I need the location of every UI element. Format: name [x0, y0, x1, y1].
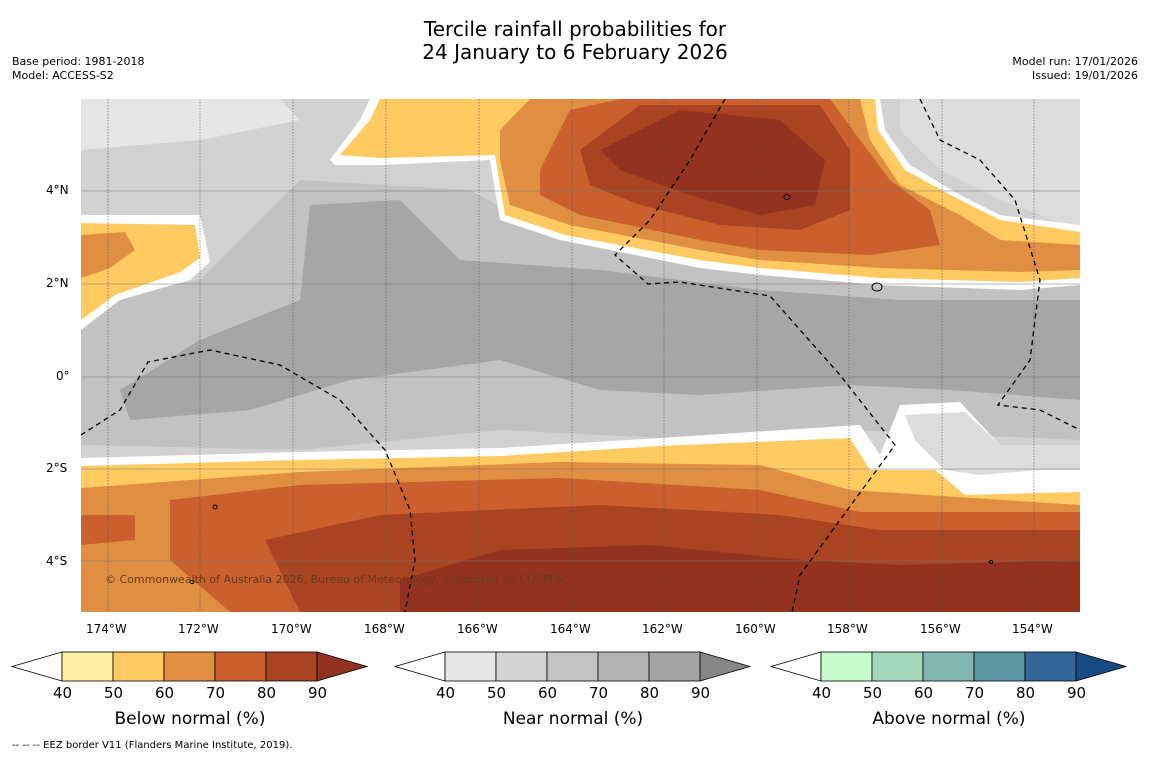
colorbar-below-segment [163, 651, 216, 682]
colorbar-below-tick-label: 90 [308, 684, 328, 702]
colorbar-below-right-cap [316, 651, 369, 682]
copyright-notice: © Commonwealth of Australia 2026, Bureau… [105, 573, 569, 586]
colorbar-title-near: Near normal (%) [502, 709, 644, 729]
meta-right: Model run: 17/01/2026 Issued: 19/01/2026 [1012, 55, 1138, 83]
colorbar-above-segment [820, 651, 873, 682]
colorbar-below-tick-label: 40 [53, 684, 73, 702]
eez-footnote: -- -- -- EEZ border V11 (Flanders Marine… [12, 740, 293, 751]
near-normal-70-band [120, 200, 1080, 420]
colorbar-above-tick-label: 50 [863, 684, 883, 702]
lon-label-160w: 160°W [735, 622, 776, 636]
title-line-2: 24 January to 6 February 2026 [422, 40, 728, 64]
near-normal-notch [905, 412, 1080, 475]
lat-label-0: 0° [56, 369, 70, 383]
model-name: Model: ACCESS-S2 [12, 69, 114, 82]
colorbar-near-right-cap [699, 651, 752, 682]
issued-date: Issued: 19/01/2026 [1031, 69, 1138, 82]
map-title: Tercile rainfall probabilities for 24 Ja… [0, 18, 1150, 64]
colorbar-near-segment [597, 651, 650, 682]
meta-left: Base period: 1981-2018 Model: ACCESS-S2 [12, 55, 144, 83]
lon-label-162w: 162°W [642, 622, 683, 636]
colorbar-above-tick-label: 70 [965, 684, 985, 702]
lon-label-172w: 172°W [178, 622, 219, 636]
colorbars [10, 651, 1128, 682]
lon-label-164w: 164°W [550, 622, 591, 636]
colorbar-above-left-cap [769, 651, 822, 682]
longitude-gridlines [107, 99, 1035, 612]
colorbar-near-segment [495, 651, 548, 682]
lat-label-2s: 2°S [46, 461, 68, 475]
colorbar-near-segment [546, 651, 599, 682]
colorbar-near-segment [648, 651, 701, 682]
latitude-gridlines [81, 190, 1080, 562]
colorbar-below-left-cap [10, 651, 63, 682]
lon-label-168w: 168°W [364, 622, 405, 636]
lon-label-170w: 170°W [271, 622, 312, 636]
near-normal-40-region [81, 99, 300, 150]
colorbar-above-segment [1024, 651, 1077, 682]
islands [189, 194, 993, 584]
map-plot-area [81, 99, 1080, 612]
colorbar-above-tick-label: 40 [812, 684, 832, 702]
colorbar-above-tick-label: 80 [1016, 684, 1036, 702]
eez-borders [81, 99, 1080, 612]
colorbar-below-tick-label: 50 [104, 684, 124, 702]
colorbar-above-segment [871, 651, 924, 682]
colorbar-title-above: Above normal (%) [872, 709, 1026, 729]
lon-label-158w: 158°W [827, 622, 868, 636]
colorbar-below-segment [214, 651, 267, 682]
colorbar-title-below: Below normal (%) [114, 709, 266, 729]
lon-label-154w: 154°W [1012, 622, 1053, 636]
colorbar-above-segment [922, 651, 975, 682]
colorbar-near-tick-label: 40 [436, 684, 456, 702]
colorbar-below-segment [265, 651, 318, 682]
colorbar-near-left-cap [393, 651, 446, 682]
colorbar-near-tick-label: 70 [589, 684, 609, 702]
title-line-1: Tercile rainfall probabilities for [423, 17, 727, 41]
colorbar-near-tick-label: 50 [487, 684, 507, 702]
lon-label-174w: 174°W [86, 622, 127, 636]
colorbar-near-tick-label: 90 [691, 684, 711, 702]
model-run: Model run: 17/01/2026 [1012, 55, 1138, 68]
colorbar-below-tick-label: 60 [155, 684, 175, 702]
colorbar-near-tick-label: 80 [640, 684, 660, 702]
below-normal-90-bottom [400, 545, 1080, 612]
colorbar-near-tick-label: 60 [538, 684, 558, 702]
colorbar-above-tick-label: 90 [1067, 684, 1087, 702]
near-normal-40-region-ne [900, 99, 1080, 230]
colorbar-above-right-cap [1075, 651, 1128, 682]
colorbar-below-tick-label: 70 [206, 684, 226, 702]
lon-label-156w: 156°W [920, 622, 961, 636]
lon-label-166w: 166°W [457, 622, 498, 636]
colorbar-below-tick-label: 80 [257, 684, 277, 702]
base-period: Base period: 1981-2018 [12, 55, 145, 68]
colorbar-near-segment [444, 651, 497, 682]
colorbar-below-segment [112, 651, 165, 682]
colorbar-below-segment [61, 651, 114, 682]
lat-label-4s: 4°S [46, 554, 68, 568]
colorbar-above-segment [973, 651, 1026, 682]
lat-label-4n: 4°N [46, 183, 69, 197]
below-normal-90-top [600, 110, 825, 215]
lat-label-2n: 2°N [46, 276, 69, 290]
colorbar-above-tick-label: 60 [914, 684, 934, 702]
